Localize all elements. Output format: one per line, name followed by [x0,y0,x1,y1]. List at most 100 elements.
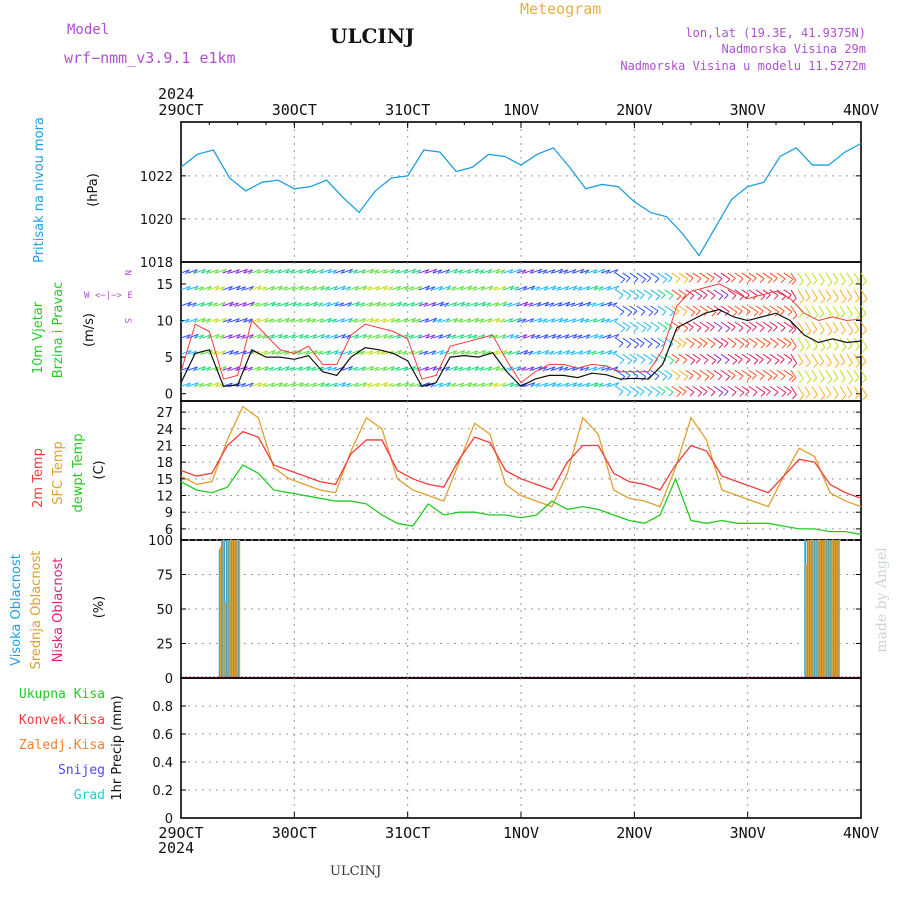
wind-barb-flag [724,359,730,365]
wind-barb-flag [501,286,507,291]
wind-barb [769,369,778,376]
wind-barb-flag [227,366,232,372]
wind-barb [426,268,437,274]
wind-barb [818,370,825,379]
wind-barb [566,350,576,355]
wind-barb [349,318,358,323]
wind-barb [419,333,430,339]
wind-barb-flag [563,269,569,275]
wind-barb [180,318,190,323]
cloud-bar [809,540,811,677]
model-elevation-text: Nadmorska Visina u modelu 11.5272m [620,59,866,73]
wind-barb-flag [186,334,191,340]
wind-barb-flag [723,391,729,396]
wind-barb [201,318,211,323]
wind-barb [489,301,500,307]
wind-barb [769,305,780,313]
wind-barb-flag [841,395,847,400]
wind-barb [552,286,562,291]
wind-barb [657,337,666,344]
wind-barb [215,334,225,339]
wind-barb-flag [305,350,310,356]
wind-barb [201,349,213,355]
wind-barb-flag [368,350,374,356]
wind-barb [734,385,745,393]
wind-barb [720,337,729,344]
wind-barb [734,353,743,360]
wind-barb [629,272,639,280]
wind-barb-flag [605,269,611,275]
wind-barb [727,337,737,345]
wind-barb [363,286,372,291]
wind-barb [307,334,317,339]
wind-barb-flag [213,302,218,308]
wind-barb-flag [648,360,654,365]
wind-barb [538,301,550,307]
wind-barb-flag [702,294,708,300]
wind-barb-flag [501,382,507,388]
wind-barb-flag [710,295,716,300]
wind-barb [412,334,422,339]
wind-barb-flag [654,375,660,381]
wind-barb [405,350,415,355]
wind-barb-flag [641,327,647,333]
wind-barb [398,382,409,387]
wind-barb [832,370,839,379]
wind-barb [454,318,464,323]
wind-barb [250,269,261,274]
wind-barb [278,382,288,387]
wind-barb [285,301,297,307]
wind-barb-flag [193,318,198,323]
cloud-bar [226,540,229,677]
wind-barb [804,289,811,298]
wind-barb-flag [353,269,359,275]
wind-barb [419,269,429,274]
wind-barb [264,285,275,291]
wind-barb [587,285,599,291]
wind-barb [594,382,604,387]
wind-barb [741,337,750,344]
wind-barb [349,285,359,291]
wind-barb-flag [514,334,520,340]
cloud-bar [835,540,837,677]
wind-barb [832,305,840,316]
wind-barb [243,318,253,323]
wind-barb [811,272,818,281]
wind-barb [510,350,521,355]
legend-snow: Snijeg [58,763,105,778]
wind-barb [594,317,606,323]
wind-barb [180,285,191,291]
cloud-bar [830,540,832,677]
wind-barb [285,334,296,339]
wind-barb-flag [458,269,464,275]
wind-barb-flag [855,297,860,303]
wind-barb-flag [403,269,409,274]
wind-barb-flag [799,298,805,304]
wind-barb-flag [200,302,205,307]
wind-barb-flag [681,342,687,348]
wind-barb-flag [855,394,860,400]
wind-barb-flag [744,342,750,348]
wind-barb [573,286,583,291]
wind-barb-flag [786,391,792,396]
wind-barb-flag [848,362,853,367]
wind-barb [503,382,514,387]
wind-barb [643,321,652,328]
wind-barb-flag [185,318,190,324]
wind-barb-flag [791,346,797,351]
wind-barb [517,366,527,371]
wind-barb [243,285,254,291]
wind-barb-flag [779,358,785,364]
wind-barb-flag [833,329,839,334]
cloud-ytick-label: 100 [148,534,173,549]
wind-barb-flag [255,302,260,308]
wind-barb-flag [535,286,541,292]
wind-barb [447,366,458,371]
wind-barb-flag [283,382,288,388]
wind-barb [720,321,731,329]
wind-barb [755,272,765,280]
wind-barb [552,317,564,323]
wind-barb [580,334,591,339]
wind-barb-flag [626,295,632,300]
wind-barb [475,349,486,355]
